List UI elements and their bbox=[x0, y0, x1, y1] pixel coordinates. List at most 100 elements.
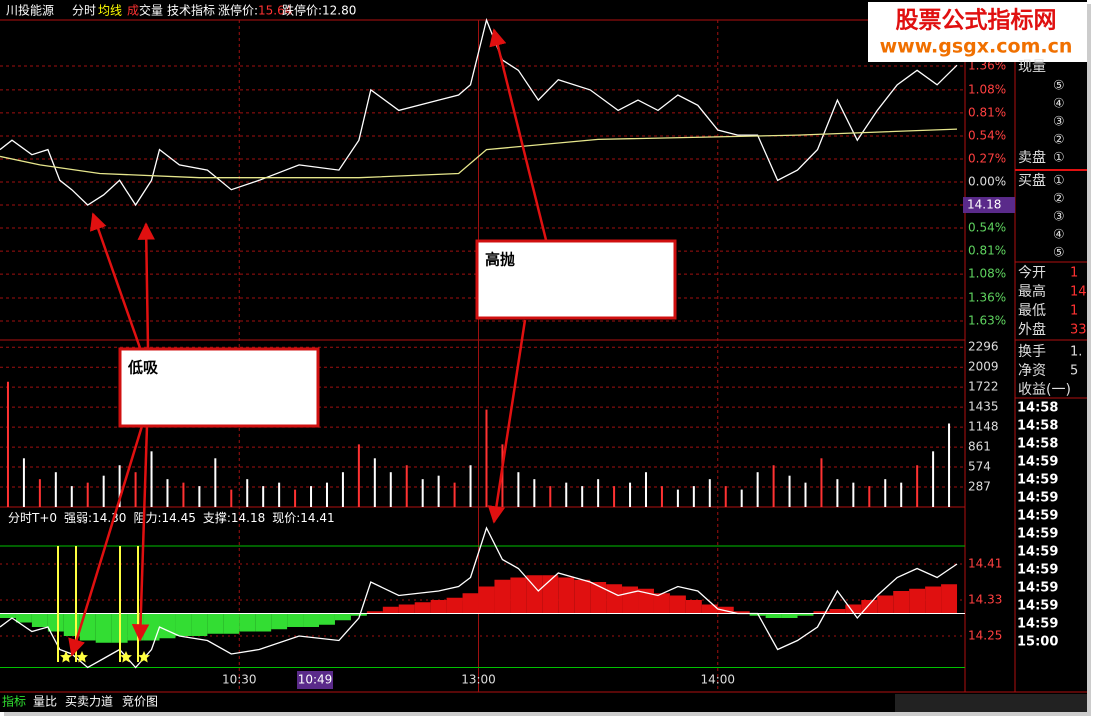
histogram-bar bbox=[494, 579, 511, 614]
trade-time: 14:58 bbox=[1017, 419, 1058, 434]
stat-label: 换手 bbox=[1018, 343, 1046, 360]
histogram-bar bbox=[813, 611, 830, 614]
histogram-bar bbox=[334, 613, 351, 621]
histogram-bar bbox=[638, 588, 654, 614]
volume-bar bbox=[453, 482, 456, 507]
annotation: 低吸 bbox=[127, 359, 159, 377]
tab[interactable]: 技术指标 bbox=[167, 3, 215, 18]
y-tick-label: 14.25 bbox=[968, 629, 1002, 643]
price-marker bbox=[963, 197, 1015, 214]
tab[interactable]: 成 bbox=[127, 4, 139, 18]
level-label: 支撑:14.18 bbox=[203, 510, 265, 525]
histogram-bar bbox=[350, 613, 367, 616]
volume-bar bbox=[788, 475, 791, 507]
y-tick-label: 1.36% bbox=[968, 290, 1006, 304]
label: 买盘 bbox=[1018, 172, 1046, 189]
y-tick-label: 1.36% bbox=[968, 59, 1006, 73]
volume-bar bbox=[740, 489, 743, 507]
volume-bar bbox=[118, 465, 121, 507]
tab[interactable]: 均线 bbox=[98, 4, 122, 18]
volume-bar bbox=[294, 489, 297, 507]
stat-label: 净资 bbox=[1018, 363, 1046, 379]
histogram-bar bbox=[0, 613, 16, 618]
x-tick-label: 14:00 bbox=[700, 673, 735, 687]
histogram-bar bbox=[31, 613, 48, 627]
watermark-bg bbox=[868, 2, 1087, 62]
trade-time: 14:59 bbox=[1017, 455, 1058, 470]
stat-value: 1. bbox=[1070, 345, 1082, 360]
histogram-bar bbox=[366, 611, 383, 614]
volume-bar bbox=[932, 451, 935, 507]
histogram-bar bbox=[271, 613, 288, 630]
volume-bar bbox=[884, 479, 887, 507]
histogram-bar bbox=[877, 595, 894, 614]
histogram-bar bbox=[175, 613, 192, 636]
histogram-bar bbox=[510, 577, 527, 614]
histogram-bar bbox=[653, 593, 670, 614]
volume-bar bbox=[820, 458, 823, 507]
histogram-bar bbox=[558, 577, 575, 614]
histogram-bar bbox=[303, 613, 320, 627]
volume-bar bbox=[214, 458, 217, 507]
stat-label: 今开 bbox=[1018, 265, 1046, 281]
tab[interactable]: 交量 bbox=[139, 3, 163, 18]
order-level: ③ bbox=[1053, 210, 1065, 225]
histogram-bar bbox=[781, 613, 798, 618]
histogram-bar bbox=[159, 613, 176, 639]
histogram-bar bbox=[717, 606, 734, 614]
bottom-tab[interactable]: 买卖力道 bbox=[65, 695, 113, 709]
histogram-bar bbox=[430, 600, 447, 614]
volume-bar bbox=[692, 486, 695, 507]
indicator-title: 分时T+0 bbox=[8, 511, 57, 525]
y-tick-label: 1.08% bbox=[968, 82, 1006, 96]
stat-value: 1 bbox=[1070, 304, 1078, 319]
annotation: 高抛 bbox=[485, 251, 515, 269]
tab[interactable]: 分时 bbox=[72, 4, 96, 18]
trade-time: 14:59 bbox=[1017, 509, 1058, 524]
volume-bar bbox=[724, 486, 727, 507]
y-tick-label: 14.41 bbox=[968, 557, 1002, 571]
trade-time: 14:59 bbox=[1017, 491, 1058, 506]
volume-bar bbox=[772, 465, 775, 507]
histogram-bar bbox=[414, 602, 431, 614]
y-tick-label: 2296 bbox=[968, 340, 999, 354]
volume-bar bbox=[166, 479, 169, 507]
volume-bar bbox=[804, 482, 807, 507]
trade-time: 14:58 bbox=[1017, 437, 1058, 452]
volume-bar bbox=[948, 423, 951, 507]
trade-time: 15:00 bbox=[1017, 635, 1058, 650]
histogram-bar bbox=[797, 613, 814, 616]
order-level: ⑤ bbox=[1053, 246, 1065, 261]
histogram-bar bbox=[398, 604, 415, 614]
plot: 1.36%1.08%0.81%0.54%0.27%0.00%0.27%0.54%… bbox=[0, 17, 1015, 692]
histogram-bar bbox=[606, 584, 623, 614]
bottom-tab[interactable]: 指标 bbox=[2, 694, 26, 709]
volume-bar bbox=[708, 479, 711, 507]
volume-bar bbox=[325, 482, 328, 507]
volume-bar bbox=[836, 479, 839, 507]
y-tick-label: 287 bbox=[968, 480, 991, 494]
volume-bar bbox=[182, 482, 185, 507]
histogram-bar bbox=[893, 591, 910, 614]
histogram-bar bbox=[622, 586, 639, 614]
histogram-bar bbox=[829, 609, 846, 614]
level-label: 阻力:14.45 bbox=[133, 511, 195, 525]
indicator-info: 分时T+0 强弱:14.30 阻力:14.45 支撑:14.18 现价:14.41 bbox=[8, 510, 335, 525]
histogram-bar bbox=[590, 582, 607, 614]
histogram-bar bbox=[446, 597, 463, 614]
volume-bar bbox=[38, 479, 41, 507]
bottom-tab[interactable]: 量比 bbox=[33, 695, 57, 709]
histogram-bar bbox=[462, 593, 479, 614]
volume-bar bbox=[405, 465, 408, 507]
volume-bar bbox=[565, 482, 568, 507]
volume-bar bbox=[581, 486, 584, 507]
bottom-tab[interactable]: 竞价图 bbox=[122, 695, 158, 709]
volume-bar bbox=[629, 482, 632, 507]
histogram-bar bbox=[63, 613, 80, 636]
histogram-bar bbox=[207, 613, 224, 634]
volume-bar bbox=[533, 479, 536, 507]
current-label: 现价:14.41 bbox=[272, 511, 334, 525]
watermark-title: 股票公式指标网 bbox=[896, 8, 1057, 34]
